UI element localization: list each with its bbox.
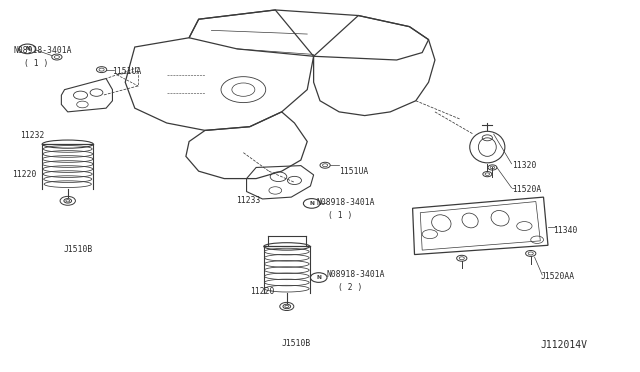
Text: J112014V: J112014V <box>540 340 588 350</box>
Text: 1151UA: 1151UA <box>113 67 141 76</box>
Text: 11233: 11233 <box>236 196 260 205</box>
Text: 11220: 11220 <box>250 287 274 296</box>
Text: N: N <box>25 46 30 51</box>
Text: N: N <box>309 201 314 206</box>
Text: 11340: 11340 <box>553 226 577 235</box>
Text: ( 1 ): ( 1 ) <box>24 59 49 68</box>
Text: ( 1 ): ( 1 ) <box>328 211 353 220</box>
Text: 1151UA: 1151UA <box>339 167 369 176</box>
Text: N08918-3401A: N08918-3401A <box>317 198 375 207</box>
Text: 11232: 11232 <box>20 131 44 141</box>
Text: 11320: 11320 <box>511 161 536 170</box>
Text: N08918-3401A: N08918-3401A <box>13 46 72 55</box>
Text: 11520A: 11520A <box>511 185 541 194</box>
Text: J1510B: J1510B <box>63 244 93 253</box>
Text: 11220: 11220 <box>12 170 36 179</box>
Text: J1510B: J1510B <box>282 339 311 348</box>
Text: J1520AA: J1520AA <box>540 272 575 281</box>
Text: ( 2 ): ( 2 ) <box>338 283 362 292</box>
Text: N: N <box>316 275 321 280</box>
Text: N08918-3401A: N08918-3401A <box>326 270 385 279</box>
